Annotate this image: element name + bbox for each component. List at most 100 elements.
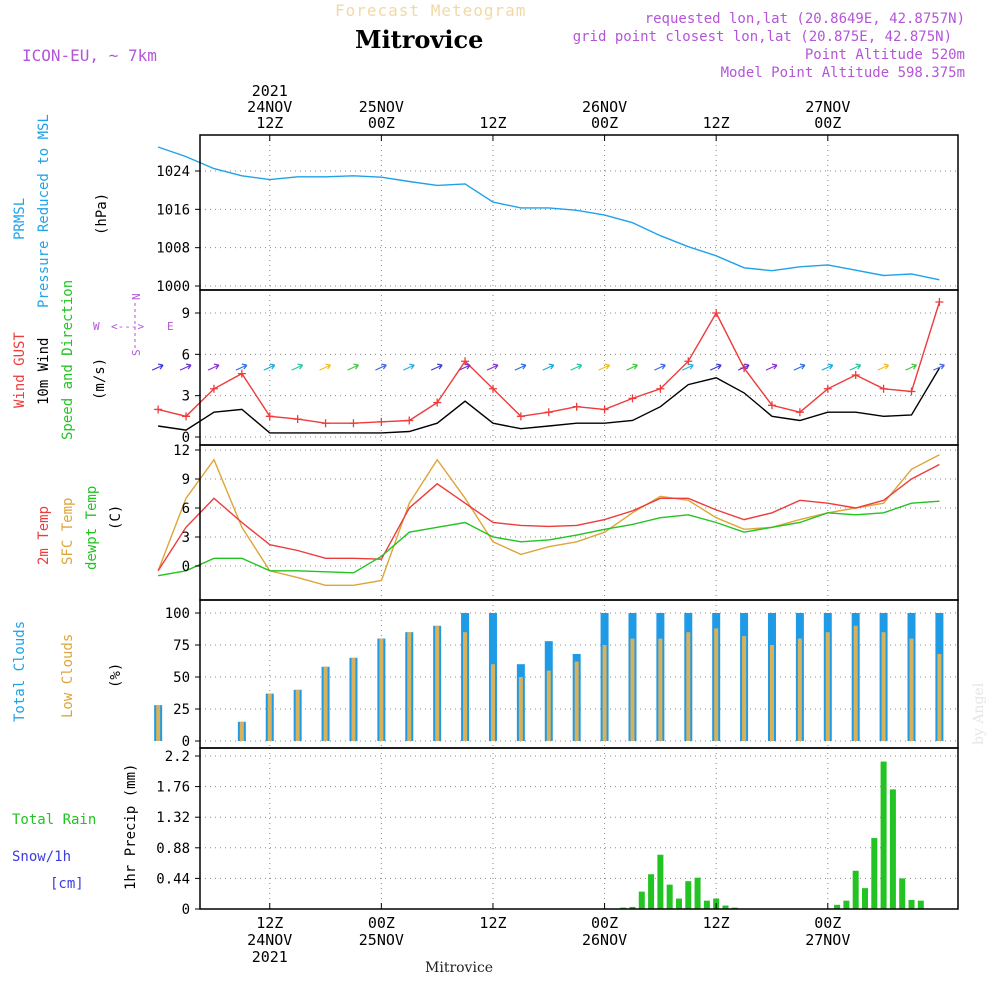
plot-layer (151, 146, 945, 909)
compass-n: N (130, 293, 143, 300)
snow-unit: [cm] (50, 876, 84, 892)
low-cloud-bar (156, 705, 161, 741)
requested-coords: requested lon,lat (20.8649E, 42.8757N) (645, 11, 965, 27)
top-time-label: 12Z (256, 114, 283, 132)
y-tick-label: 75 (173, 638, 190, 654)
gust-marker (684, 357, 693, 366)
wind-direction-arrow (486, 363, 499, 371)
cloud-labels: Total Clouds Low Clouds (%) (12, 621, 124, 722)
prmsl-label: PRMSL (12, 198, 28, 240)
gust-marker (209, 384, 218, 393)
low-cloud-bar (742, 636, 747, 741)
wind-direction-arrow (179, 363, 192, 371)
rain-bar (880, 761, 887, 909)
bottom-time-label: 2021 (252, 948, 288, 966)
temp-labels: 2m Temp SFC Temp dewpt Temp (C) (36, 486, 124, 570)
wind-direction-arrow (765, 363, 778, 371)
y-tick-label: 1.76 (156, 780, 190, 796)
gust-marker (879, 384, 888, 393)
low-cloud-bar (518, 677, 523, 741)
rain-bar (843, 900, 850, 909)
y-tick-label: 0.44 (156, 871, 190, 887)
rain-bar (648, 874, 655, 909)
top-time-label: 2021 (252, 82, 288, 100)
rain-bar (703, 900, 710, 909)
wind-direction-arrow (570, 363, 583, 371)
station-title: Mitrovice (355, 25, 483, 54)
low-cloud-bar (686, 632, 691, 741)
top-time-label: 25NOV (359, 98, 404, 116)
compass: W <---> E N S (93, 293, 174, 356)
wind-direction-arrow (403, 363, 415, 371)
wind-direction-arrow (793, 363, 806, 371)
gust-marker (293, 415, 302, 424)
rain-bar (722, 905, 729, 909)
top-time-label: 00Z (591, 114, 618, 132)
gust-label: Wind GUST (12, 332, 28, 408)
temp2m-line (157, 463, 940, 572)
wind-direction-arrow (737, 363, 750, 371)
low-cloud-bar (797, 638, 802, 741)
low-cloud-bar (323, 666, 328, 741)
point-altitude: Point Altitude 520m (805, 47, 965, 63)
wind-direction-arrow (933, 363, 945, 371)
y-tick-label: 1016 (156, 202, 190, 218)
snow-label: Snow/1h (12, 849, 71, 865)
low-cloud-bar (267, 693, 272, 741)
gust-marker (712, 309, 721, 317)
y-tick-label: 100 (165, 606, 190, 622)
y-tick-label: 1.32 (156, 810, 190, 826)
bottom-time-label: 26NOV (582, 931, 627, 949)
wind10-line (157, 367, 941, 434)
wind-direction-arrow (263, 363, 276, 371)
wind-labels: Wind GUST 10m Wind Speed and Direction (… (12, 280, 108, 440)
gust-marker (154, 405, 163, 414)
y-tick-label: 3 (182, 530, 190, 546)
gust-marker (851, 371, 860, 379)
gust-marker (600, 405, 609, 414)
rain-bar (917, 900, 924, 909)
wind-direction-arrow (151, 363, 164, 371)
top-time-label: 00Z (814, 114, 841, 132)
y-tick-label: 0 (182, 734, 190, 750)
rain-bar (852, 870, 859, 909)
pressure-unit: (hPa) (94, 193, 110, 235)
y-tick-label: 1024 (156, 164, 190, 180)
low-cloud-bar (630, 638, 635, 741)
y-tick-label: 25 (173, 702, 190, 718)
y-tick-label: 1008 (156, 241, 190, 257)
rain-bar (834, 904, 841, 909)
rain-bar (694, 877, 701, 909)
wind-direction-arrow (291, 363, 304, 371)
low-cloud-bar (295, 689, 300, 741)
gust-marker (628, 394, 637, 403)
compass-w: W (93, 320, 100, 333)
gust-marker (182, 412, 191, 421)
low-cloud-bar (435, 625, 440, 741)
gust-marker (572, 402, 581, 411)
rain-bar (685, 881, 692, 909)
low-cloud-bar (602, 645, 607, 741)
rain-bar (908, 899, 915, 909)
temp-unit: (C) (108, 505, 124, 530)
top-time-label: 12Z (479, 114, 506, 132)
low-cloud-bar (574, 661, 579, 741)
wind-direction-arrow (877, 363, 890, 371)
rain-bar (638, 891, 645, 909)
panel-frame (199, 134, 959, 291)
rain-bar (861, 888, 868, 909)
gust-marker (544, 408, 553, 417)
total-clouds-label: Total Clouds (12, 621, 28, 722)
low-cloud-bar (714, 628, 719, 741)
gust-marker (795, 408, 804, 417)
gust-marker (405, 416, 414, 425)
grid-point-coords: grid point closest lon,lat (20.875E, 42.… (573, 29, 952, 45)
wind10-label: 10m Wind (36, 338, 52, 405)
gust-marker (656, 384, 665, 393)
low-cloud-bar (909, 638, 914, 741)
low-cloud-bar (351, 657, 356, 741)
y-tick-label: 3 (182, 389, 190, 405)
prmsl-desc-label: Pressure Reduced to MSL (36, 114, 52, 308)
wind-direction-arrow (207, 363, 220, 371)
